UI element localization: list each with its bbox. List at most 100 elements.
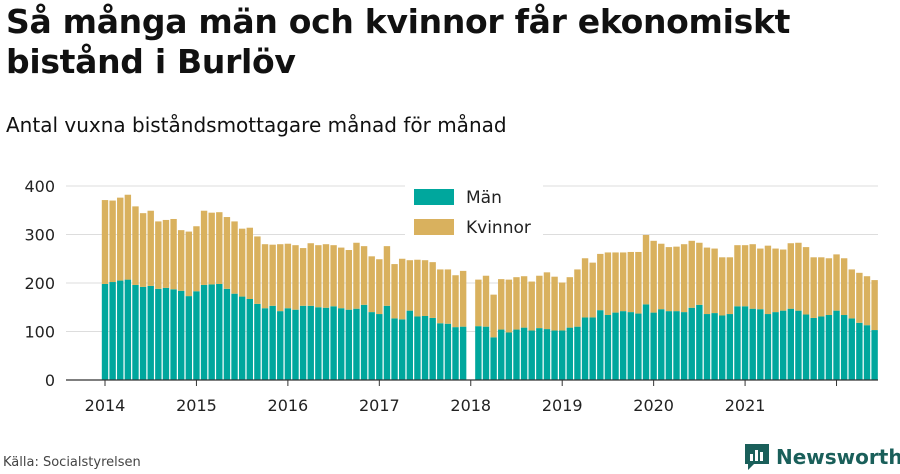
bar-man [490,337,497,380]
bar-kvinnor [391,264,398,319]
bar-kvinnor [498,279,505,330]
bar-man [223,288,231,380]
bar-kvinnor [452,275,459,328]
x-tick-label: 2018 [450,396,491,415]
x-tick-label: 2020 [633,396,674,415]
bar-kvinnor [589,262,596,318]
chart-subtitle: Antal vuxna biståndsmottagare månad för … [6,113,507,137]
bar-kvinnor [505,279,513,333]
bar-man [802,314,810,380]
bar-man [871,330,878,380]
bar-kvinnor [124,194,132,280]
bar-man [619,311,627,380]
bar-man [132,284,139,380]
bar-man [162,287,170,380]
brand-logo[interactable]: Newsworthy [744,442,900,472]
bar-man [726,314,734,380]
bar-kvinnor [696,242,703,305]
bar-man [345,309,353,380]
bar-man [193,291,200,380]
legend-swatch-man [414,189,454,205]
bar-man [216,283,223,380]
bar-kvinnor [238,228,246,297]
bar-kvinnor [216,212,223,284]
bar-kvinnor [604,252,612,315]
bar-man [231,293,238,380]
bar-man [856,322,863,380]
bar-man [520,327,528,380]
bar-man [863,325,871,380]
bar-kvinnor [566,277,574,328]
bar-kvinnor [299,248,307,306]
bar-man [330,306,337,380]
bar-kvinnor [871,280,878,331]
bar-man [277,311,284,380]
bar-kvinnor [178,230,185,291]
bar-man [581,317,589,380]
bar-man [604,315,612,380]
legend-label-man: Män [466,188,502,208]
y-tick-label: 0 [45,371,55,390]
legend: Män Kvinnor [405,182,543,246]
bar-kvinnor [398,258,406,320]
bar-kvinnor [688,240,695,308]
bar-kvinnor [772,248,779,313]
bar-kvinnor [132,206,139,285]
bar-series [101,194,878,381]
bar-man [810,317,817,380]
bar-man [795,310,802,380]
bar-kvinnor [338,247,345,309]
bar-man [589,317,596,380]
bar-man [200,284,208,380]
bar-kvinnor [825,258,833,316]
bar-man [833,310,840,380]
bar-man [360,304,368,380]
bar-man [665,311,673,380]
bar-kvinnor [261,244,269,309]
legend-swatch-kvinnor [414,219,454,235]
bar-man [353,308,360,380]
bar-kvinnor [223,217,231,289]
bar-kvinnor [520,276,528,328]
bar-kvinnor [863,276,871,326]
bar-kvinnor [421,260,429,316]
x-tick-label: 2014 [85,396,126,415]
y-tick-label: 300 [24,226,55,245]
chart-title: Så många män och kvinnor får ekonomiskt … [6,2,791,81]
bar-man [307,305,314,380]
bar-man [840,315,848,380]
bar-man [208,284,215,380]
bar-kvinnor [642,234,650,305]
bar-kvinnor [848,269,855,319]
bar-man [719,315,726,380]
bar-kvinnor [475,279,482,327]
bar-kvinnor [856,272,863,323]
bar-kvinnor [711,248,718,314]
bar-man [711,313,718,380]
bar-kvinnor [581,258,589,318]
bar-man [566,327,574,380]
bar-kvinnor [574,269,581,327]
bar-man [322,307,330,380]
x-tick-label: 2016 [268,396,309,415]
bar-man [749,308,756,380]
bar-man [627,312,634,380]
bar-kvinnor [193,226,200,292]
bar-kvinnor [818,257,825,317]
bar-kvinnor [437,269,444,324]
bar-kvinnor [368,256,375,313]
bar-man [612,312,619,380]
bar-kvinnor [680,244,688,313]
bar-man [741,306,749,380]
bar-man [658,309,665,380]
stacked-bar-chart: 0 100 200 300 400 2014 2015 2016 2017 2018 2019 202… [24,177,878,415]
bar-man [498,329,505,380]
bar-man [368,312,375,380]
legend-label-kvinnor: Kvinnor [466,218,531,238]
bar-man [635,313,642,380]
bar-man [398,319,406,381]
bar-man [246,299,253,380]
bar-kvinnor [619,252,627,312]
bar-kvinnor [459,270,467,327]
bar-kvinnor [353,242,360,309]
